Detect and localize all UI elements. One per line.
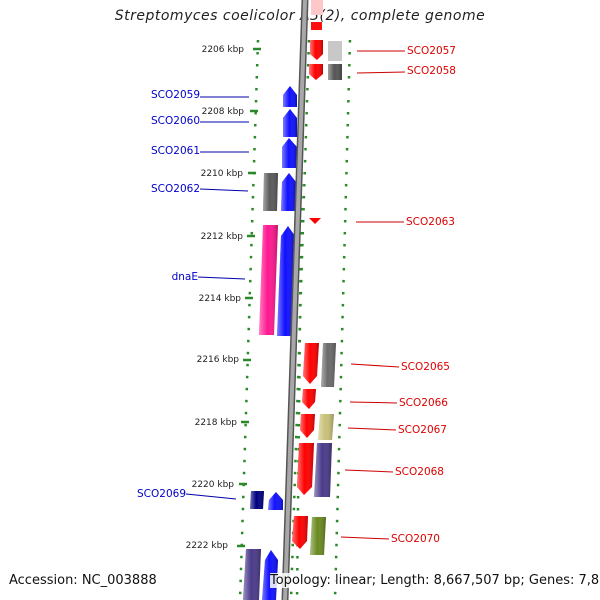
accession-text: Accession: NC_003888 — [9, 573, 157, 588]
label-sco2069[interactable]: SCO2069 — [137, 488, 186, 500]
genome-backbone — [281, 0, 309, 600]
gene-sco2057-gray — [328, 41, 342, 61]
label-sco2058[interactable]: SCO2058 — [407, 65, 456, 77]
reverse-genes — [243, 86, 297, 600]
tick-2214: 2214 kbp — [199, 294, 242, 304]
tick-2218: 2218 kbp — [195, 418, 238, 428]
tick-2216: 2216 kbp — [197, 355, 240, 365]
tick-2222: 2222 kbp — [186, 541, 229, 551]
genome-summary-text: Topology: linear; Length: 8,667,507 bp; … — [270, 573, 600, 588]
gene-sco2063-arrow — [309, 218, 321, 224]
scale-ticks — [237, 47, 261, 548]
label-sco2068[interactable]: SCO2068 — [395, 466, 444, 478]
tick-2208: 2208 kbp — [202, 107, 245, 117]
label-sco2063[interactable]: SCO2063 — [406, 216, 455, 228]
right-gene-labels: SCO2057 SCO2058 SCO2063 SCO2065 SCO2066 … — [340, 45, 456, 545]
tick-2210: 2210 kbp — [201, 169, 244, 179]
label-sco2065[interactable]: SCO2065 — [401, 361, 450, 373]
tick-2212: 2212 kbp — [201, 232, 244, 242]
left-outer-dots — [238, 39, 260, 600]
label-sco2060[interactable]: SCO2060 — [151, 115, 200, 127]
scale-labels: 2206 kbp 2208 kbp 2210 kbp 2212 kbp 2214… — [186, 45, 245, 551]
gene-sco2057-block — [311, 22, 322, 30]
label-dnae[interactable]: dnaE — [172, 271, 198, 283]
left-gene-labels: SCO2059 SCO2060 SCO2061 SCO2062 dnaE SCO… — [137, 89, 249, 500]
label-sco2067[interactable]: SCO2067 — [398, 424, 447, 436]
forward-genes — [292, 22, 342, 555]
gene-top-partial — [311, 0, 323, 15]
tick-2220: 2220 kbp — [192, 480, 235, 490]
label-sco2062[interactable]: SCO2062 — [151, 183, 200, 195]
right-outer-dots — [333, 39, 352, 600]
label-sco2066[interactable]: SCO2066 — [399, 397, 448, 409]
genome-title: Streptomyces coelicolor A3(2), complete … — [114, 8, 486, 24]
tick-2206: 2206 kbp — [202, 45, 245, 55]
label-sco2061[interactable]: SCO2061 — [151, 145, 200, 157]
label-sco2057[interactable]: SCO2057 — [407, 45, 456, 57]
label-sco2070[interactable]: SCO2070 — [391, 533, 440, 545]
label-sco2059[interactable]: SCO2059 — [151, 89, 200, 101]
